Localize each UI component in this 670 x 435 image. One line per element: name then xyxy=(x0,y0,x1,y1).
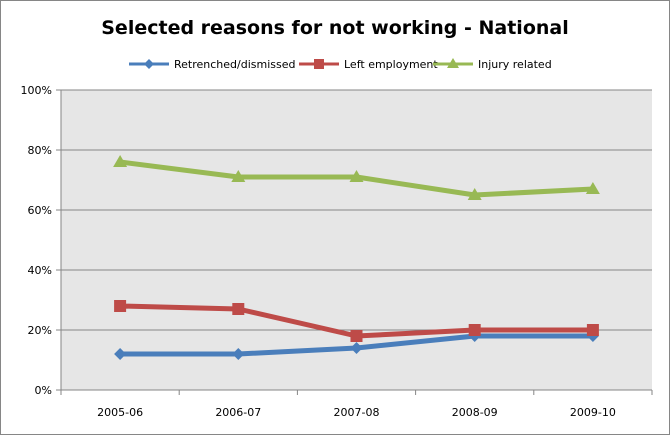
data-point xyxy=(231,170,246,182)
y-tick-label: 20% xyxy=(28,324,52,337)
x-tick-label: 2005-06 xyxy=(97,406,143,419)
legend: Retrenched/dismissed Left employment Injur… xyxy=(129,58,552,71)
axes: 0% 20% 40% 60% 80% 100% 2005-06 2006-07 2007-08 2… xyxy=(21,84,653,419)
data-point xyxy=(114,300,127,312)
legend-marker xyxy=(447,58,459,68)
data-point xyxy=(113,155,128,167)
y-tick-label: 100% xyxy=(21,84,52,97)
data-point xyxy=(350,330,363,342)
series-left-employment xyxy=(114,300,599,342)
legend-label: Injury related xyxy=(478,58,552,71)
y-tick-label: 0% xyxy=(35,384,52,397)
data-point xyxy=(232,303,245,315)
x-tick-label: 2008-09 xyxy=(452,406,498,419)
series-injury-related xyxy=(113,155,600,200)
data-point xyxy=(467,188,482,200)
legend-marker xyxy=(314,59,324,69)
data-point xyxy=(232,348,245,360)
y-tick-label: 80% xyxy=(28,144,52,157)
x-tick-label: 2006-07 xyxy=(215,406,261,419)
data-point xyxy=(468,324,481,336)
x-tick-label: 2009-10 xyxy=(570,406,616,419)
y-tick-label: 40% xyxy=(28,264,52,277)
data-point xyxy=(350,342,363,354)
legend-label: Left employment xyxy=(344,58,438,71)
y-tick-label: 60% xyxy=(28,204,52,217)
chart-title: Selected reasons for not working - Natio… xyxy=(101,17,569,39)
data-point xyxy=(349,170,364,182)
series-group xyxy=(113,155,600,360)
legend-label: Retrenched/dismissed xyxy=(174,58,295,71)
legend-marker xyxy=(144,59,154,69)
data-point xyxy=(586,324,599,336)
data-point xyxy=(114,348,127,360)
gridlines xyxy=(61,89,652,331)
x-tick-label: 2007-08 xyxy=(334,406,380,419)
data-point xyxy=(585,182,600,194)
